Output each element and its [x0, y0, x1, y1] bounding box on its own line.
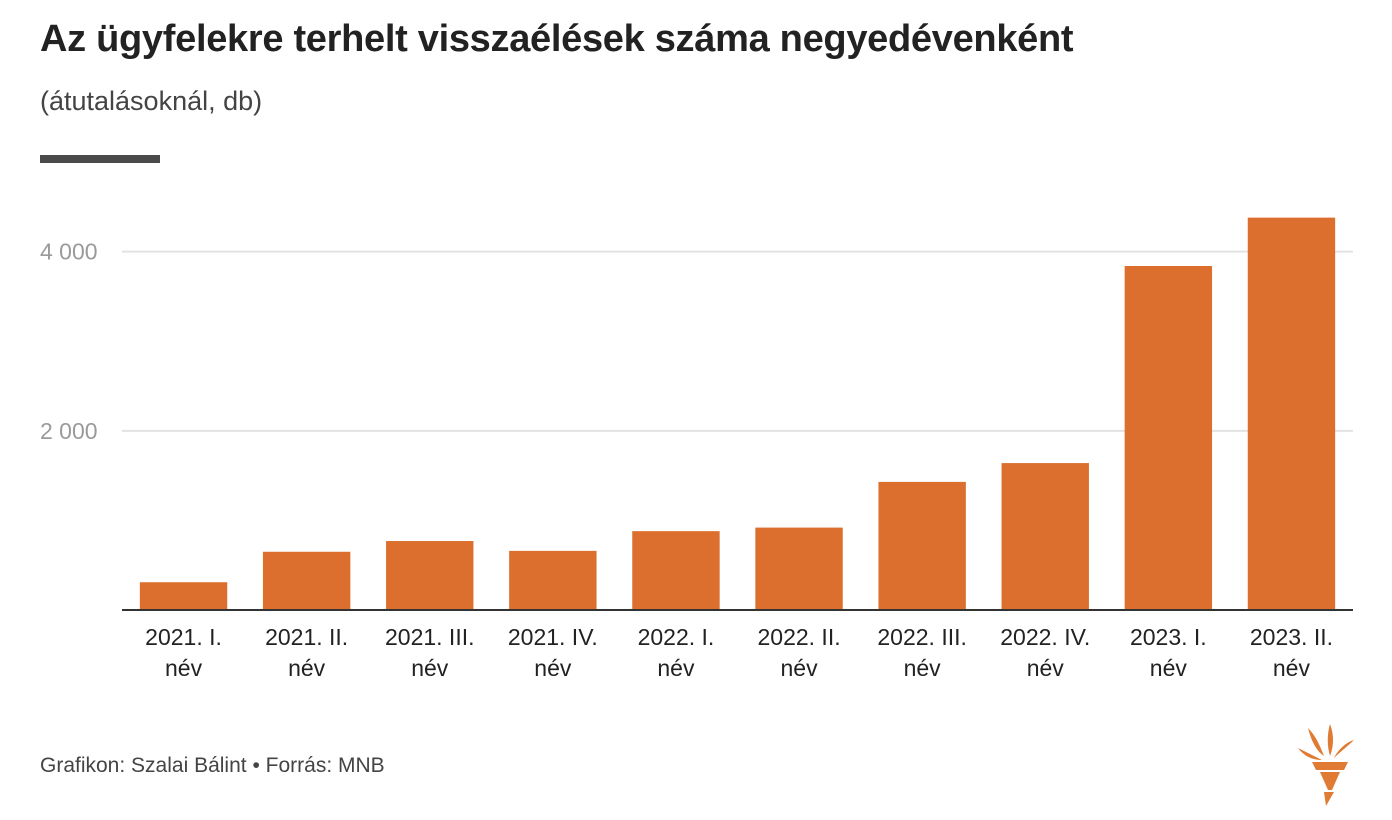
- x-tick-label: 2021. IV.: [508, 624, 598, 650]
- chart-subtitle: (átutalásoknál, db): [40, 86, 263, 116]
- x-axis-labels: 2021. I. név 2021. II. név 2021. III. név 2021…: [145, 624, 1333, 681]
- x-tick-label: 2021. II.: [265, 624, 348, 650]
- credit-text: Grafikon: Szalai Bálint: [40, 754, 247, 777]
- chart-title: Az ügyfelekre terhelt visszaélések száma…: [40, 18, 1074, 60]
- accent-bar: [40, 155, 160, 163]
- x-tick-label: 2021. I.: [145, 624, 222, 650]
- source-text: Forrás: MNB: [265, 754, 385, 777]
- x-tick-label: név: [411, 655, 449, 681]
- x-tick-label: név: [534, 655, 572, 681]
- x-tick-label: név: [288, 655, 326, 681]
- bar: [1124, 266, 1213, 610]
- bar: [1247, 217, 1336, 610]
- x-tick-label: név: [1027, 655, 1065, 681]
- bar: [755, 527, 843, 610]
- x-tick-label: név: [1150, 655, 1188, 681]
- separator-dot: •: [252, 754, 260, 777]
- x-tick-label: 2023. II.: [1250, 624, 1333, 650]
- y-tick-label: 2 000: [40, 418, 98, 444]
- x-tick-label: 2022. IV.: [1000, 624, 1090, 650]
- y-tick-label: 4 000: [40, 239, 98, 265]
- bar: [878, 481, 966, 610]
- footer-credits: Grafikon: Szalai Bálint • Forrás: MNB: [40, 754, 385, 778]
- bar: [262, 551, 351, 610]
- bar: [632, 531, 720, 610]
- x-tick-label: 2022. I.: [638, 624, 715, 650]
- bar: [509, 550, 597, 610]
- bar: [1001, 463, 1089, 610]
- y-axis-ticks: 2 000 4 000: [40, 239, 98, 444]
- bars: [139, 217, 1336, 610]
- bar: [386, 541, 474, 610]
- x-tick-label: név: [165, 655, 203, 681]
- x-tick-label: 2021. III.: [385, 624, 475, 650]
- x-tick-label: 2022. II.: [757, 624, 840, 650]
- x-tick-label: 2022. III.: [877, 624, 967, 650]
- x-tick-label: név: [657, 655, 695, 681]
- bar: [139, 582, 228, 610]
- x-tick-label: név: [1273, 655, 1311, 681]
- torch-logo-icon: [1298, 724, 1354, 806]
- x-tick-label: név: [781, 655, 819, 681]
- x-tick-label: 2023. I.: [1130, 624, 1207, 650]
- x-tick-label: név: [904, 655, 942, 681]
